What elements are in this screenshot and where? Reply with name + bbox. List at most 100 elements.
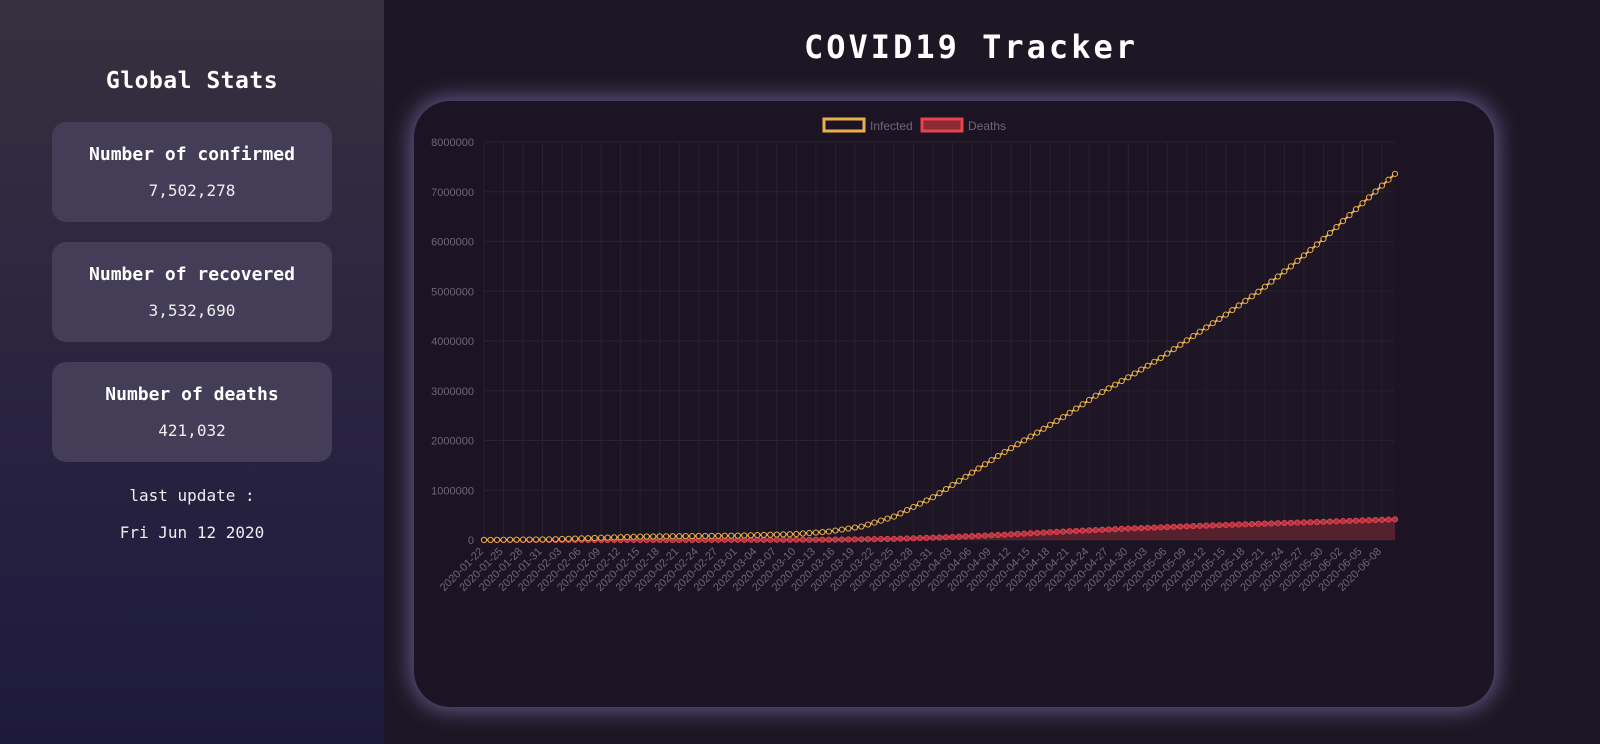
deaths-point	[955, 533, 963, 540]
infected-point	[1112, 381, 1119, 388]
deaths-point	[1300, 519, 1308, 526]
stat-label: Number of deaths	[105, 384, 279, 405]
deaths-point	[1190, 522, 1197, 530]
deaths-point	[1112, 526, 1119, 533]
deaths-point	[1261, 520, 1268, 527]
deaths-point	[1151, 524, 1158, 531]
deaths-point	[1099, 526, 1106, 533]
infected-point	[1170, 346, 1177, 353]
main-panel: COVID19 Tracker 0 1000000 2000000 3000000 40…	[384, 0, 1600, 744]
infected-point	[506, 536, 514, 543]
deaths-point	[1105, 526, 1112, 533]
stat-card-deaths: Number of deaths 421,032	[52, 362, 332, 462]
infected-point	[552, 536, 559, 543]
deaths-area	[484, 519, 1395, 540]
y-tick-label: 7000000	[431, 187, 474, 199]
deaths-point	[812, 536, 819, 543]
infected-point	[1151, 358, 1158, 365]
deaths-point	[1248, 520, 1255, 528]
deaths-point	[975, 532, 982, 539]
infected-point	[695, 532, 702, 540]
infected-point	[676, 533, 683, 540]
deaths-point	[1066, 528, 1073, 535]
infected-point	[1242, 297, 1249, 305]
infected-point	[708, 532, 715, 539]
infected-point	[1144, 362, 1151, 369]
infected-point	[864, 521, 872, 528]
stat-cards: Number of confirmed 7,502,278 Number of …	[52, 122, 332, 462]
deaths-point	[858, 536, 865, 543]
infected-point	[1190, 332, 1197, 340]
infected-point	[916, 500, 924, 507]
infected-point	[1073, 405, 1080, 412]
infected-point	[1307, 246, 1314, 254]
deaths-point	[1274, 520, 1281, 527]
infected-point	[565, 535, 572, 542]
infected-point	[812, 529, 819, 536]
infected-point	[838, 526, 845, 533]
deaths-point	[929, 534, 937, 541]
deaths-point	[1339, 518, 1347, 525]
infected-point	[1372, 188, 1379, 195]
infected-point	[994, 452, 1002, 460]
infected-point	[780, 531, 787, 538]
infected-point	[923, 497, 930, 504]
deaths-point	[1001, 531, 1008, 538]
infected-point	[1255, 288, 1262, 295]
infected-point	[1196, 328, 1203, 335]
deaths-point	[1183, 523, 1190, 530]
deaths-point	[1359, 517, 1366, 524]
infected-point	[825, 528, 832, 535]
infected-point	[858, 523, 865, 530]
infected-point	[1300, 252, 1308, 259]
infected-point	[1157, 354, 1164, 362]
infected-point	[1216, 315, 1223, 323]
deaths-point	[1047, 529, 1054, 536]
deaths-point	[1320, 518, 1327, 525]
legend-label-infected: Infected	[870, 119, 913, 133]
infected-point	[1164, 350, 1171, 357]
infected-point	[1235, 302, 1242, 309]
infected-point	[728, 532, 735, 539]
infected-point	[981, 461, 989, 468]
deaths-point	[890, 535, 898, 543]
sidebar: Global Stats Number of confirmed 7,502,2…	[0, 0, 384, 744]
y-tick-label: 3000000	[431, 386, 474, 398]
y-tick-label: 5000000	[431, 286, 474, 298]
legend-swatch-deaths	[920, 117, 964, 133]
deaths-point	[1287, 519, 1294, 526]
infected-point	[1007, 445, 1015, 452]
deaths-point	[1203, 522, 1210, 529]
infected-point	[624, 533, 631, 541]
infected-point	[1352, 206, 1360, 213]
deaths-point	[799, 536, 806, 543]
infected-point	[1287, 263, 1294, 270]
infected-point	[1261, 283, 1268, 290]
stat-label: Number of recovered	[89, 264, 295, 285]
infected-point	[663, 533, 670, 540]
infected-point	[929, 494, 937, 501]
infected-point	[988, 457, 995, 464]
deaths-point	[786, 536, 793, 543]
infected-point	[1281, 268, 1288, 275]
infected-point	[936, 490, 943, 497]
deaths-point	[1242, 521, 1249, 528]
infected-point	[1086, 396, 1093, 404]
infected-point	[949, 481, 956, 489]
infected-point	[975, 465, 982, 472]
infected-point	[1027, 433, 1034, 440]
deaths-point	[1365, 517, 1373, 524]
infected-point	[1177, 341, 1184, 348]
infected-point	[786, 531, 793, 538]
infected-point	[832, 527, 839, 534]
infected-point	[1020, 437, 1028, 444]
infected-point	[721, 532, 728, 539]
infected-point	[1346, 212, 1353, 219]
infected-point	[519, 536, 527, 543]
deaths-point	[1040, 529, 1047, 536]
stat-value: 3,532,690	[148, 301, 236, 320]
infected-point	[955, 477, 963, 484]
deaths-point	[1216, 522, 1223, 529]
infected-point	[1125, 374, 1132, 381]
deaths-point	[1079, 527, 1086, 534]
